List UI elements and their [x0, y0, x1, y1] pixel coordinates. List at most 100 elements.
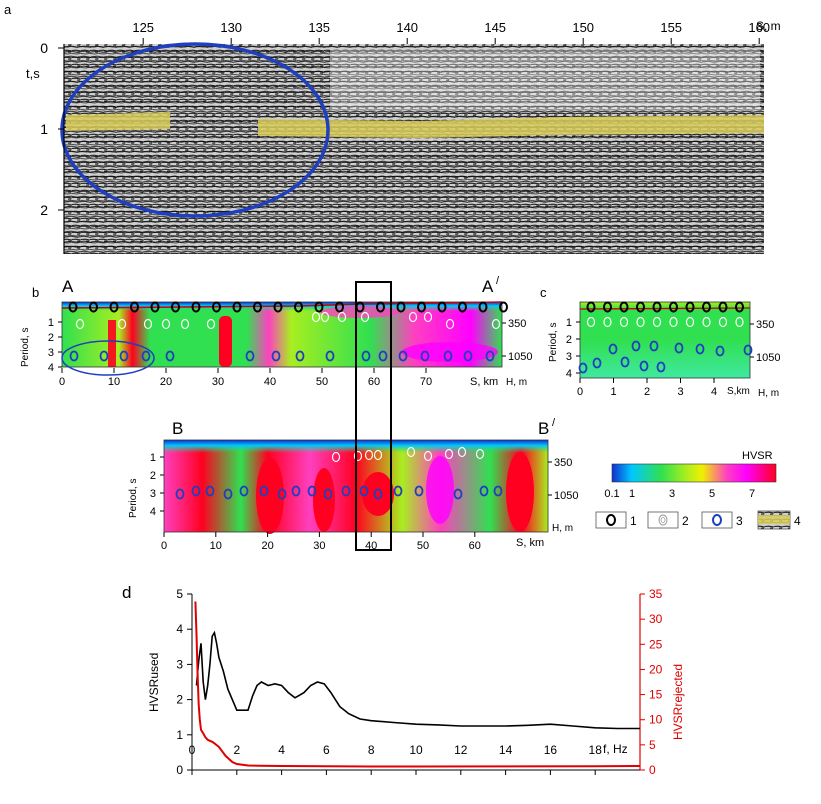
- hvsr-right-tick-label: 5: [649, 738, 656, 752]
- colorbar-tick-label: 5: [709, 488, 715, 500]
- horizon-left: [66, 112, 170, 131]
- profile-b-magenta: [426, 456, 454, 524]
- grey-circle-marker: [373, 449, 383, 461]
- blue-circle-marker: [191, 485, 201, 497]
- profile-b-red-1: [256, 458, 284, 534]
- panel-a-x-ticks: 125 130 135 140 145 150 155 160: [132, 20, 770, 44]
- blue-circle-marker: [378, 350, 388, 362]
- profile-b-depth-unit: H, m: [552, 523, 573, 534]
- profile-b-depth-ticks: 350 1050: [548, 457, 578, 502]
- hvsr-left-tick-label: 1: [176, 728, 183, 742]
- panel-a-x-tick-label: 145: [484, 20, 506, 35]
- panel-a-x-tick-label: 150: [572, 20, 594, 35]
- hvsr-x-tick-label: 0: [189, 743, 196, 757]
- black-circle-marker: [702, 301, 711, 313]
- seismic-texture: [64, 44, 764, 254]
- blue-circle-marker: [359, 485, 369, 497]
- panel-a-x-unit: S, m: [756, 19, 781, 33]
- x-tick-label: 0: [59, 376, 65, 388]
- hvsr-x-tick-label: 16: [544, 743, 558, 757]
- profile-b-start: B: [172, 419, 183, 438]
- grey-circle-marker: [180, 318, 190, 330]
- grey-circle-marker: [206, 318, 216, 330]
- black-circle-marker: [652, 301, 662, 313]
- grey-circle-marker: [603, 316, 612, 328]
- panel-a-x-tick-label: 135: [308, 20, 330, 35]
- blue-circle-marker: [271, 350, 281, 362]
- blue-circle-marker: [307, 485, 317, 497]
- blue-circle-marker: [649, 340, 659, 352]
- period-tick-label: 1: [48, 317, 54, 329]
- profile-b-red-2: [313, 468, 335, 532]
- black-circle-marker: [396, 301, 406, 313]
- blue-circle-marker: [656, 361, 666, 373]
- x-tick-label: 60: [469, 540, 481, 552]
- panel-a-x-tick-label: 130: [220, 20, 242, 35]
- black-circle-marker: [171, 301, 180, 313]
- blue-circle-marker: [205, 485, 215, 497]
- hvsr-left-tick-label: 3: [176, 657, 183, 671]
- profile-b-markers: [175, 446, 503, 500]
- x-tick-label: 60: [368, 376, 380, 388]
- hvsr-xlabel: f, Hz: [603, 742, 628, 756]
- hvsr-left-tick-label: 0: [176, 763, 183, 777]
- blue-circle-marker: [175, 488, 185, 500]
- profile-a-blue-oval: [61, 340, 155, 376]
- profile-a-end: A: [482, 277, 494, 296]
- legend-label-4: 4: [794, 514, 801, 528]
- blue-circle-marker: [245, 350, 255, 362]
- profile-a-red-column-2: [108, 320, 116, 367]
- blue-circle-marker: [291, 485, 301, 497]
- grey-circle-marker: [491, 318, 501, 330]
- blue-circle-marker: [295, 350, 305, 362]
- hvsr-rejected-line: [194, 601, 641, 768]
- hvsr-x-tick-label: 14: [499, 743, 513, 757]
- black-circle-marker: [294, 301, 303, 313]
- period-tick-label: 4: [566, 368, 572, 380]
- hvsr-x-tick-label: 2: [233, 743, 240, 757]
- panel-c-ylabel: Period, s: [548, 323, 559, 362]
- profile-a-period-ticks: 1 2 3 4: [48, 317, 62, 374]
- hvsr-left-tick-label: 2: [176, 693, 183, 707]
- profile-a-x-ticks: 0 10 20 30 40 50 60 70: [59, 368, 432, 388]
- depth-tick-label: 1050: [554, 490, 578, 502]
- x-tick-label: 70: [420, 376, 432, 388]
- blue-circle-marker: [443, 350, 453, 362]
- x-tick-label: 30: [212, 376, 224, 388]
- colorbar-tick-label: 0.1: [604, 488, 619, 500]
- panel-a-x-tick-label: 160: [748, 20, 770, 35]
- grey-circle-marker: [457, 446, 467, 458]
- profile-a-end-prime: /: [496, 275, 500, 287]
- x-tick-label: 40: [264, 376, 276, 388]
- grey-circle-marker: [320, 311, 330, 323]
- panel-a-y-ticks: 0 1 2: [40, 40, 64, 218]
- x-tick-label: 0: [161, 540, 167, 552]
- blue-circle-marker: [99, 350, 109, 362]
- black-circle-marker: [89, 301, 98, 313]
- grey-circle-marker: [735, 316, 744, 328]
- panel-c-period-ticks: 1 2 3 4: [566, 317, 580, 380]
- profile-a-depth-ticks: 350 1050: [502, 318, 532, 363]
- black-circle-marker: [212, 301, 221, 313]
- profile-b-ylabel: Period, s: [128, 479, 139, 518]
- black-circle-marker: [314, 301, 324, 313]
- panel-c-x-unit: S,km: [727, 386, 750, 397]
- grey-circle-marker: [143, 318, 153, 330]
- blue-circle-marker: [393, 485, 403, 497]
- hvsr-series: [194, 601, 641, 768]
- period-tick-label: 4: [48, 362, 54, 374]
- black-circle-icon: [606, 514, 616, 526]
- blue-circle-marker: [398, 350, 408, 362]
- black-circle-marker: [603, 301, 612, 313]
- period-tick-label: 4: [150, 506, 156, 518]
- period-tick-label: 2: [48, 332, 54, 344]
- x-tick-label: 50: [417, 540, 429, 552]
- blue-circle-marker: [373, 488, 383, 500]
- grey-circle-marker: [685, 316, 695, 328]
- profile-b-x-unit: S, km: [516, 537, 544, 549]
- depth-tick-label: 1050: [508, 351, 532, 363]
- panel-c-surface-line: [579, 307, 751, 310]
- depth-tick-label: 350: [508, 318, 526, 330]
